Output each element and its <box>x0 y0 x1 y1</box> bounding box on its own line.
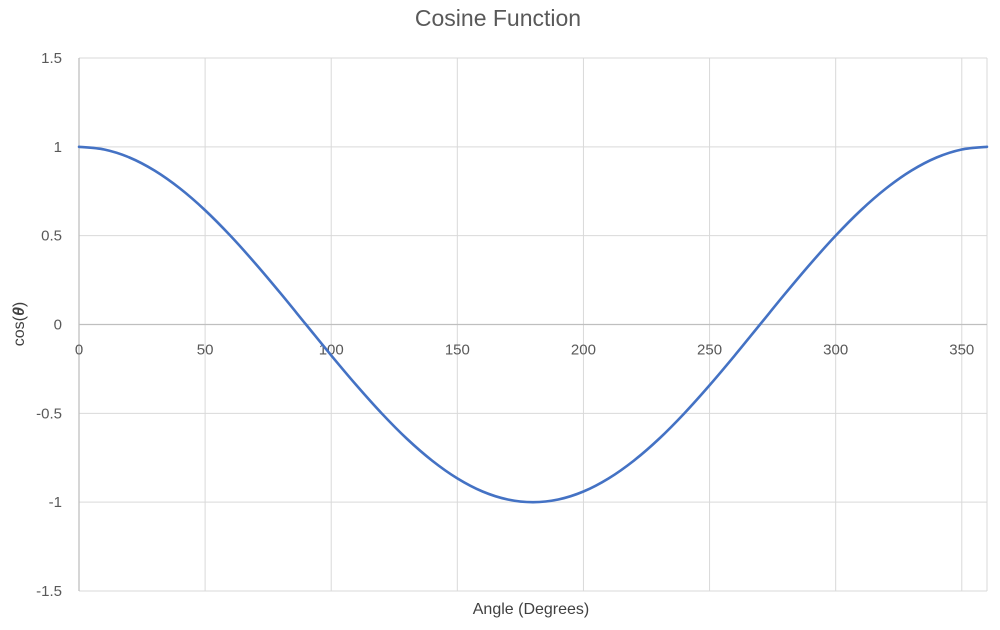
x-tick-label: 50 <box>197 342 214 359</box>
x-tick-label: 100 <box>319 342 344 359</box>
y-tick-label: 0.5 <box>41 228 62 245</box>
y-axis-label-prefix: cos( <box>11 315 28 346</box>
x-tick-label: 300 <box>823 342 848 359</box>
x-tick-label: 200 <box>571 342 596 359</box>
axes <box>78 58 987 591</box>
series-layer <box>77 145 989 504</box>
y-tick-label: 0 <box>54 317 62 334</box>
y-axis-label-suffix: ) <box>11 302 28 307</box>
y-axis-label-symbol: θ <box>11 307 28 316</box>
y-tick-label: -1 <box>49 494 62 511</box>
series-line <box>77 145 989 504</box>
x-tick-label: 250 <box>697 342 722 359</box>
y-axis-label: cos(θ) <box>11 302 28 346</box>
y-tick-label: 1 <box>54 139 62 156</box>
y-tick-label: 1.5 <box>41 50 62 67</box>
x-tick-label: 0 <box>75 342 83 359</box>
x-axis-label: Angle (Degrees) <box>473 601 590 618</box>
y-tick-label: -0.5 <box>36 405 62 422</box>
chart-title: Cosine Function <box>415 5 581 31</box>
y-tick-label: -1.5 <box>36 583 62 600</box>
x-tick-label: 150 <box>445 342 470 359</box>
x-tick-label: 350 <box>949 342 974 359</box>
tick-labels: -1.5 -1 -0.5 0 0.5 1 1.5 0 50 100 150 200 250 300 350 <box>36 50 974 600</box>
